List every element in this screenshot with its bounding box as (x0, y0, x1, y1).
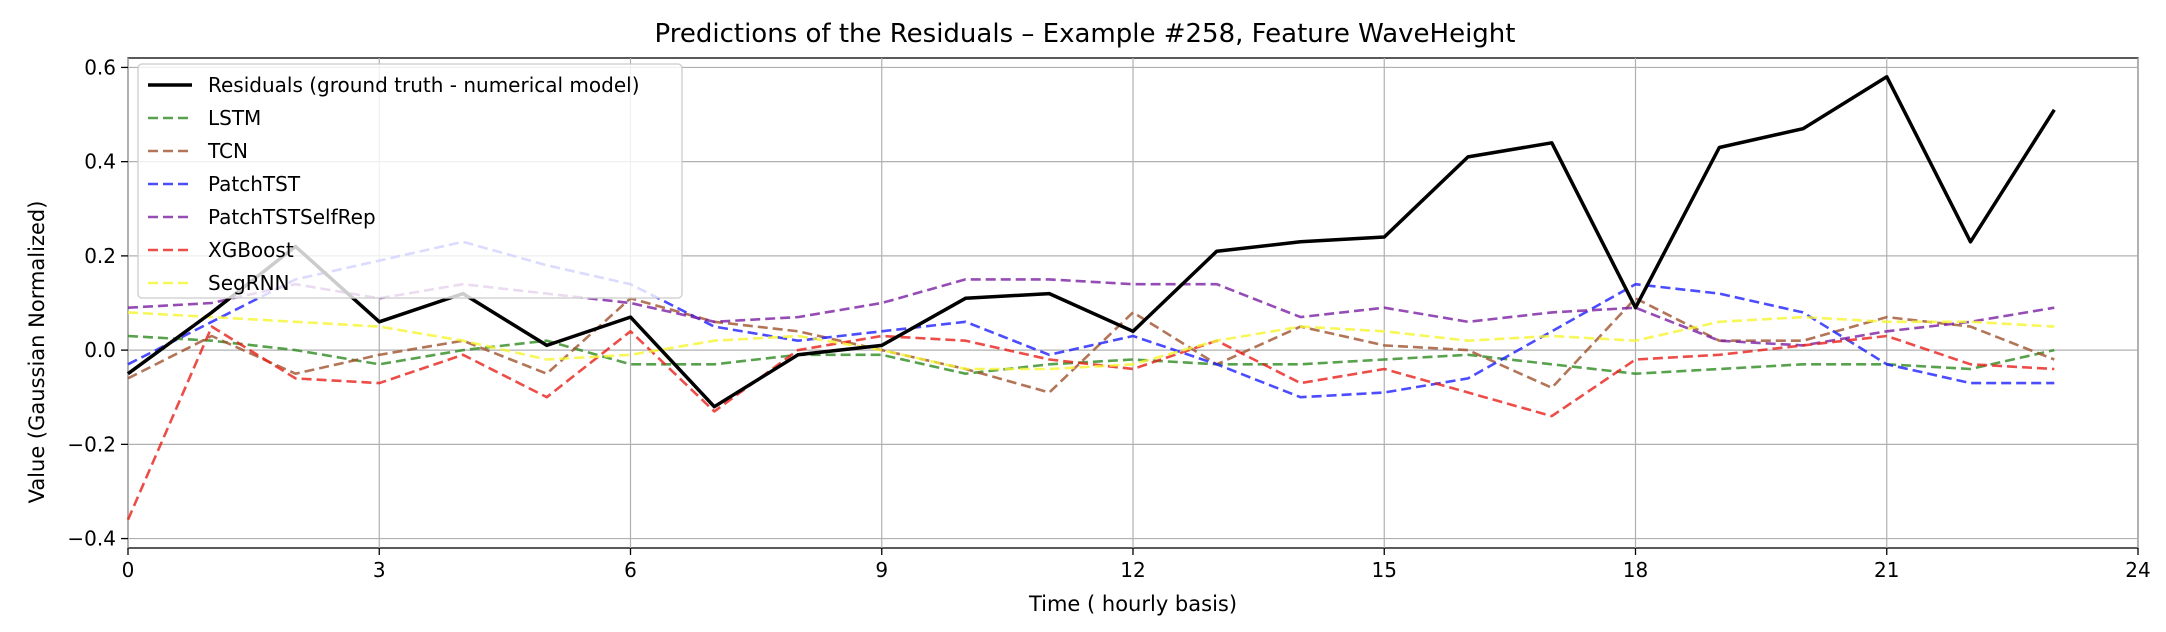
chart-title: Predictions of the Residuals – Example #… (655, 19, 1516, 49)
legend-entry-label: SegRNN (208, 271, 290, 295)
y-tick-label: 0.6 (84, 55, 116, 79)
legend-entry-label: XGBoost (208, 238, 294, 262)
y-tick-label: 0.4 (84, 150, 116, 174)
y-axis-label: Value (Gaussian Normalized) (25, 201, 49, 504)
legend-entry-label: Residuals (ground truth - numerical mode… (208, 73, 640, 97)
axis-ticks: 0 3 6 9 12 15 18 21 24 −0.4 −0.2 0.0 0.2 0.4 0.6 (67, 55, 2150, 582)
x-axis-label: Time ( hourly basis) (1028, 592, 1237, 616)
x-tick-label: 12 (1120, 558, 1145, 582)
series-line-lstm (127, 334, 2055, 376)
x-tick-label: 6 (624, 558, 637, 582)
series-line-segrnn (127, 311, 2055, 371)
legend-entry-label: TCN (207, 139, 248, 163)
y-tick-label: 0.2 (84, 244, 116, 268)
legend: Residuals (ground truth - numerical mode… (137, 63, 683, 299)
legend-entry-label: PatchTST (208, 172, 301, 196)
x-tick-label: 21 (1874, 558, 1899, 582)
y-tick-label: −0.2 (67, 432, 116, 456)
series-line-patchtstselfrep (127, 278, 2055, 347)
legend-box (137, 63, 683, 299)
x-tick-label: 3 (373, 558, 386, 582)
x-tick-label: 24 (2125, 558, 2150, 582)
legend-entry-label: LSTM (208, 106, 261, 130)
x-tick-label: 0 (122, 558, 135, 582)
legend-entry-label: PatchTSTSelfRep (208, 205, 376, 229)
x-tick-label: 15 (1372, 558, 1397, 582)
series-line-tcn (127, 296, 2055, 394)
y-tick-label: 0.0 (84, 338, 116, 362)
series-line-xgboost (126, 325, 2055, 521)
x-tick-label: 9 (875, 558, 888, 582)
x-tick-label: 18 (1623, 558, 1648, 582)
y-tick-label: −0.4 (67, 527, 116, 551)
